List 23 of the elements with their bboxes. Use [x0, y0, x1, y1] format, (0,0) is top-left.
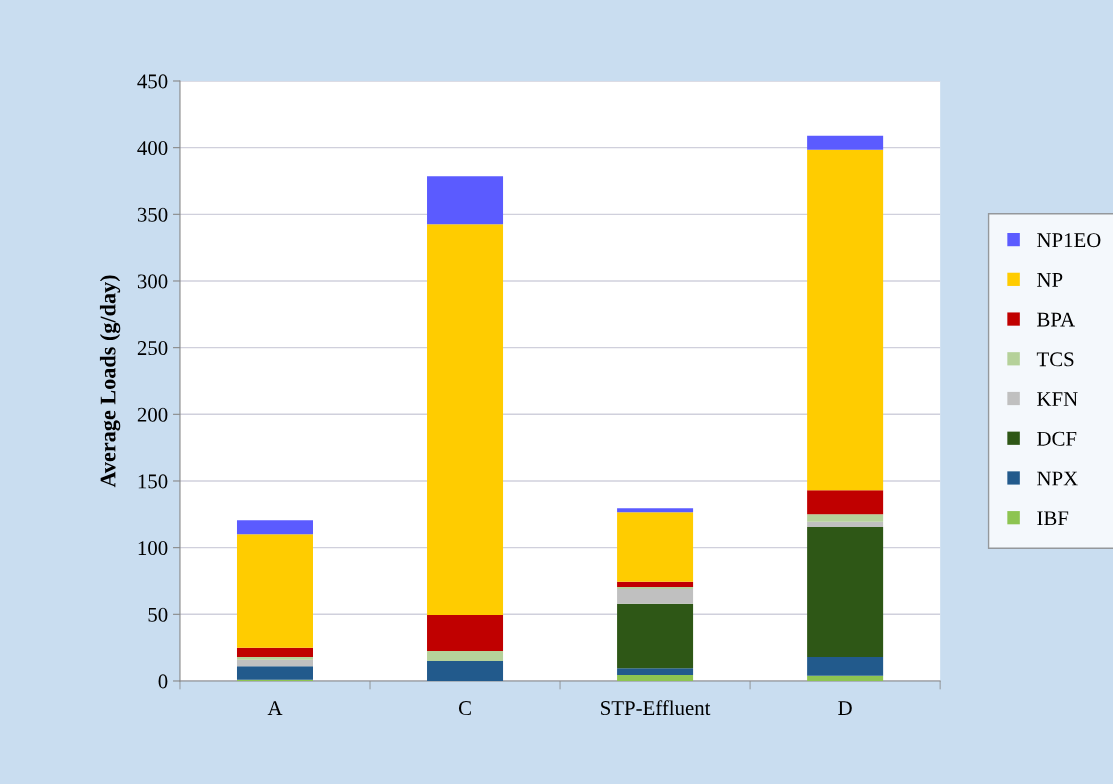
legend-label: TCS — [1036, 352, 1074, 367]
x-tick-label: A — [267, 701, 283, 715]
y-tick-label: 450 — [137, 74, 168, 89]
y-tick-label: 200 — [137, 407, 168, 422]
x-tick-label: D — [838, 701, 852, 715]
y-tick-label: 150 — [138, 474, 168, 489]
y-axis-title: Average Loads (g/day) — [99, 275, 121, 488]
y-tick-label: 400 — [137, 141, 168, 156]
legend-label: NP1EO — [1037, 233, 1101, 248]
legend-label: DCF — [1037, 431, 1077, 446]
x-tick-label: C — [458, 701, 471, 716]
y-tick-label: 50 — [148, 607, 168, 622]
legend-label: BPA — [1037, 312, 1075, 327]
legend-label: KFN — [1037, 392, 1078, 406]
legend-label: NP — [1037, 273, 1063, 287]
y-tick-label: 100 — [138, 541, 168, 556]
legend-label: NPX — [1037, 471, 1078, 486]
y-tick-label: 0 — [158, 674, 168, 689]
x-tick-label: STP-Effluent — [601, 700, 711, 716]
y-tick-label: 250 — [137, 341, 168, 356]
y-tick-label: 350 — [137, 207, 168, 222]
legend-label: IBF — [1037, 511, 1069, 526]
y-tick-label: 300 — [137, 274, 168, 289]
